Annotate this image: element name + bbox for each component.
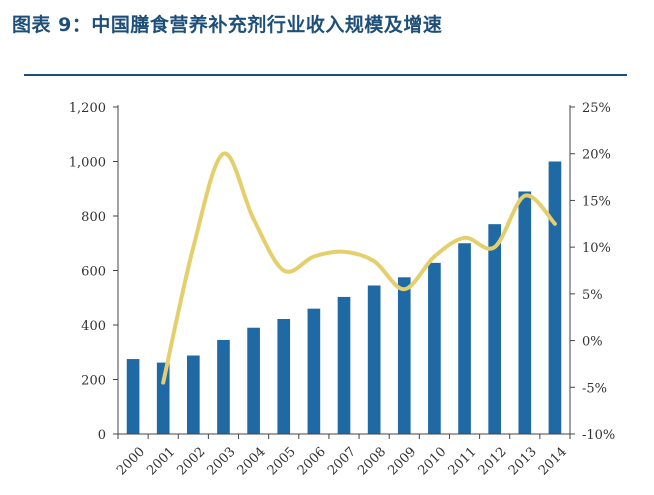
left-tick-label: 400: [81, 319, 106, 334]
bar-2007: [337, 296, 351, 434]
bar-2012: [488, 224, 501, 434]
left-tick-label: 600: [81, 265, 106, 280]
bar-2001: [156, 362, 170, 434]
x-tick-label: 2014: [536, 444, 570, 478]
left-tick-label: 0: [98, 428, 106, 443]
bar-2013: [518, 191, 532, 434]
figure-title: 图表 9：中国膳食营养补充剂行业收入规模及增速: [12, 14, 443, 36]
bar-2003: [217, 339, 230, 434]
right-tick-label: 5%: [582, 288, 603, 303]
left-tick-label: 200: [81, 374, 106, 389]
right-tick-label: -10%: [582, 428, 615, 443]
x-tick-label: 2009: [385, 444, 419, 478]
x-tick-label: 2008: [355, 444, 389, 478]
x-tick-label: 2012: [476, 444, 510, 478]
bar-2005: [277, 319, 291, 434]
x-tick-label: 2010: [415, 444, 449, 478]
bar-2011: [458, 243, 471, 434]
right-tick-label: -5%: [582, 381, 607, 396]
x-tick-label: 2005: [265, 444, 299, 478]
bar-2000: [126, 359, 140, 434]
bar-2014: [548, 161, 562, 434]
x-tick-label: 2002: [174, 444, 208, 478]
bars-layer: [126, 161, 562, 434]
left-tick-label: 1,200: [69, 101, 106, 116]
line-layer: [161, 151, 557, 385]
x-tick-label: 2003: [205, 444, 239, 478]
bar-2004: [247, 327, 260, 434]
x-tick-label: 2007: [325, 444, 359, 478]
bar-2009: [397, 277, 411, 434]
x-tick-label: 2004: [235, 444, 269, 478]
title-divider: [24, 74, 627, 76]
x-tick-label: 2000: [114, 444, 148, 478]
bar-2006: [307, 308, 321, 434]
left-tick-label: 800: [81, 210, 106, 225]
bar-2008: [367, 285, 381, 434]
left-tick-label: 1,000: [69, 156, 106, 171]
right-tick-label: 0%: [582, 335, 603, 350]
x-tick-label: 2001: [144, 444, 178, 478]
bar-2010: [428, 262, 441, 434]
x-tick-label: 2013: [506, 444, 540, 478]
x-tick-label: 2006: [295, 444, 329, 478]
right-tick-label: 20%: [582, 148, 611, 163]
right-tick-label: 15%: [582, 194, 611, 209]
bar-2002: [187, 355, 200, 434]
right-tick-label: 25%: [582, 101, 611, 116]
right-tick-label: 10%: [582, 241, 611, 256]
growth-rate-line: [161, 151, 557, 385]
x-tick-label: 2011: [446, 444, 480, 478]
